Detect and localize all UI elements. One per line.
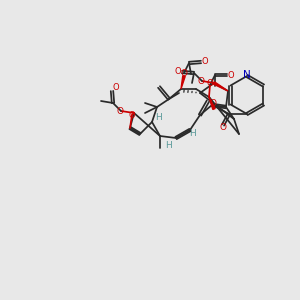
Text: H: H [189, 128, 195, 137]
Text: O: O [116, 106, 124, 116]
Text: H: H [154, 112, 161, 122]
Text: O: O [113, 83, 119, 92]
Polygon shape [209, 97, 215, 110]
Text: O: O [220, 124, 226, 133]
Text: O: O [209, 100, 217, 109]
Polygon shape [213, 82, 228, 91]
Text: O: O [181, 68, 188, 77]
Text: O: O [129, 110, 135, 119]
Text: O: O [202, 58, 208, 67]
Polygon shape [181, 76, 185, 89]
Text: O: O [197, 76, 205, 85]
Text: O: O [228, 70, 234, 80]
Text: H: H [165, 142, 171, 151]
Text: N: N [243, 70, 251, 80]
Text: O: O [175, 68, 181, 76]
Text: O: O [206, 79, 214, 88]
